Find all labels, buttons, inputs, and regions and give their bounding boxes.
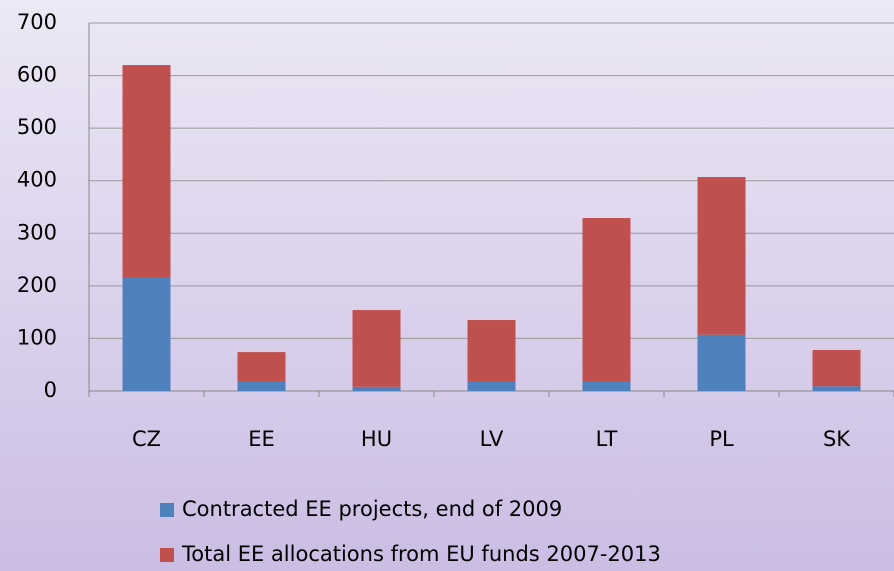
- bar-segment: [697, 177, 746, 335]
- y-tick-label: 200: [17, 273, 57, 297]
- legend-label: Contracted EE projects, end of 2009: [182, 497, 562, 521]
- x-tick-label: EE: [248, 427, 275, 451]
- y-tick-label: 100: [17, 325, 57, 349]
- bar-segment: [122, 65, 171, 278]
- bar-segment: [812, 386, 861, 391]
- bar-segment: [237, 381, 286, 391]
- y-tick-label: 600: [17, 63, 57, 87]
- bar-segment: [812, 349, 861, 387]
- bar-segment: [582, 218, 631, 382]
- bar-segment: [122, 277, 171, 391]
- x-tick-label: HU: [361, 427, 392, 451]
- legend-swatch: [160, 503, 174, 517]
- x-tick-label: LV: [480, 427, 504, 451]
- y-tick-label: 700: [17, 10, 57, 34]
- y-tick-label: 0: [44, 378, 57, 402]
- bar-segment: [237, 352, 286, 382]
- y-tick-label: 500: [17, 115, 57, 139]
- x-tick-label: PL: [709, 427, 734, 451]
- bar-segment: [352, 386, 401, 391]
- bar-segment: [467, 381, 516, 391]
- y-tick-label: 300: [17, 220, 57, 244]
- legend-swatch: [160, 548, 174, 562]
- bar-segment: [352, 310, 401, 387]
- bar-segment: [467, 320, 516, 382]
- x-tick-label: LT: [596, 427, 618, 451]
- x-tick-label: CZ: [132, 427, 161, 451]
- x-tick-label: SK: [823, 427, 851, 451]
- y-tick-label: 400: [17, 168, 57, 192]
- bar-segment: [582, 381, 631, 391]
- legend-label: Total EE allocations from EU funds 2007-…: [181, 542, 661, 566]
- bar-segment: [697, 334, 746, 391]
